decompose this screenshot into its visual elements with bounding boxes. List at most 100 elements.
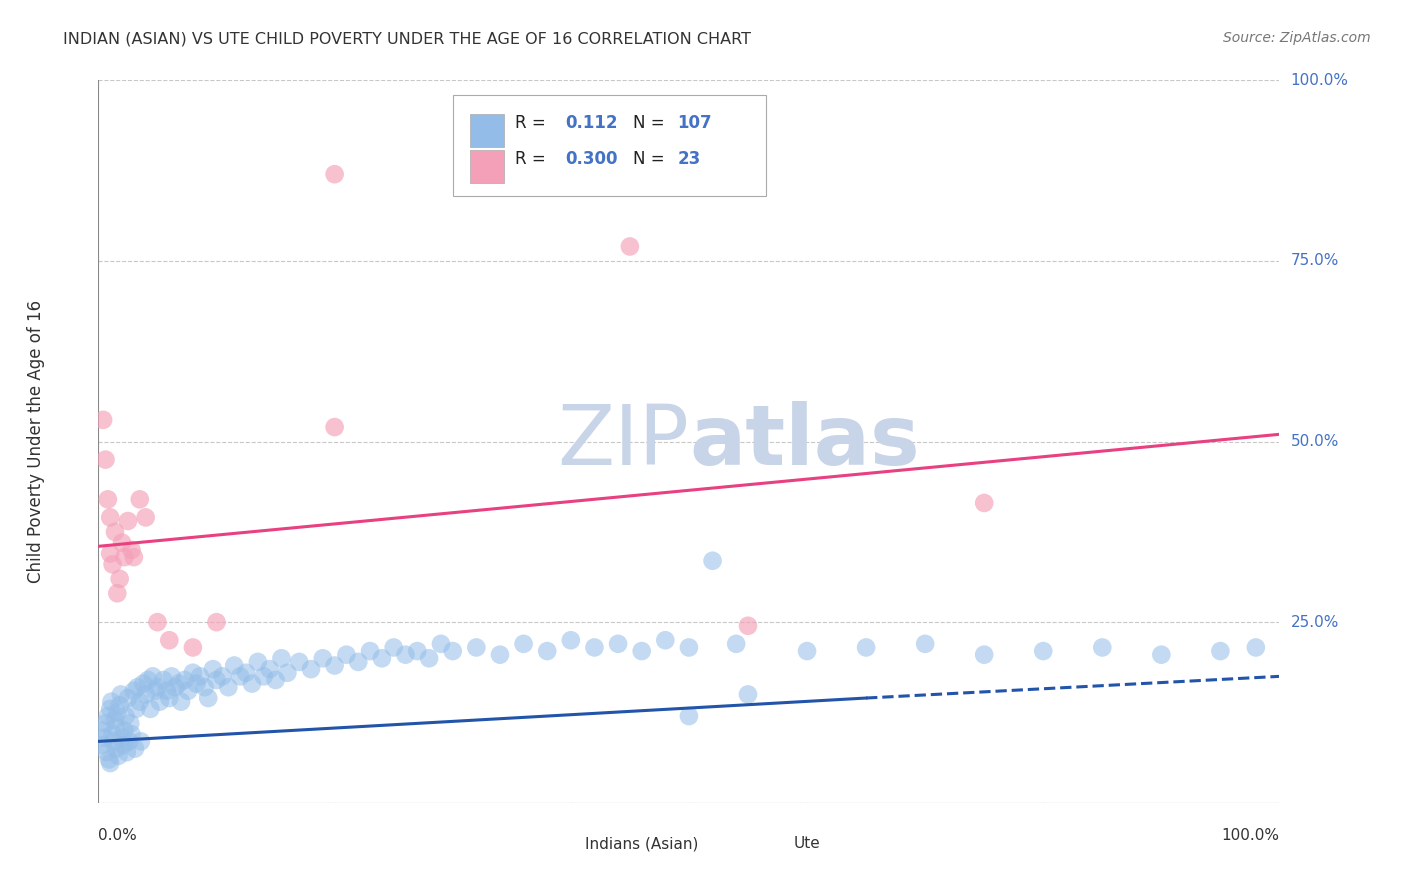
Point [654,633,676,648]
Text: Indians (Asian): Indians (Asian) [585,837,699,852]
Point [107,748,129,763]
Point [104,524,127,539]
Point [489,648,512,662]
Point [702,554,724,568]
Point [101,558,124,572]
Point [855,640,877,655]
Point [94,452,117,467]
Point [678,640,700,655]
Point [181,665,204,680]
Point [157,633,180,648]
Point [217,680,239,694]
Text: Ute: Ute [794,837,821,852]
Point [583,640,606,655]
Point [796,644,818,658]
Point [1150,648,1173,662]
Point [406,644,429,658]
Point [111,535,134,549]
Point [188,669,211,683]
Point [359,644,381,658]
Point [299,662,322,676]
Point [418,651,440,665]
Point [512,637,534,651]
Point [630,644,652,658]
Text: Source: ZipAtlas.com: Source: ZipAtlas.com [1223,31,1371,45]
Point [112,550,135,565]
Point [725,637,748,651]
Text: 50.0%: 50.0% [1291,434,1339,449]
Point [149,695,172,709]
Point [94,716,117,731]
FancyBboxPatch shape [453,95,766,196]
Point [264,673,287,687]
Point [224,658,246,673]
Point [93,731,115,745]
Text: 23: 23 [678,150,700,168]
Point [91,413,114,427]
Point [211,669,233,683]
Point [973,496,995,510]
Point [98,547,121,561]
Point [139,702,162,716]
Point [1244,640,1267,655]
Text: 25.0%: 25.0% [1291,615,1339,630]
Point [135,510,157,524]
Point [201,662,224,676]
Point [465,640,488,655]
Point [737,687,759,701]
Point [323,167,346,181]
Point [146,615,169,630]
Point [276,665,298,680]
Point [1091,640,1114,655]
Point [98,756,121,770]
Point [619,239,641,253]
Point [186,676,208,690]
Text: 0.0%: 0.0% [98,828,138,843]
Point [160,669,183,683]
Point [117,691,139,706]
Point [112,723,135,738]
Point [253,669,276,683]
Point [132,676,155,690]
Point [129,734,152,748]
Text: 107: 107 [678,114,711,132]
Point [118,734,141,748]
Point [323,420,346,434]
Text: R =: R = [516,114,546,132]
Point [165,680,187,694]
Point [122,550,145,565]
Text: 100.0%: 100.0% [1291,73,1348,87]
Point [678,709,700,723]
Point [142,669,165,683]
Point [157,691,180,706]
Point [560,633,582,648]
Point [167,676,190,690]
Text: R =: R = [516,150,546,168]
Text: N =: N = [634,114,665,132]
Point [121,542,143,557]
Point [98,752,121,766]
Text: Child Poverty Under the Age of 16: Child Poverty Under the Age of 16 [27,300,45,583]
Point [246,655,269,669]
Point [91,723,114,738]
Point [96,745,118,759]
Point [240,676,263,690]
Point [156,683,179,698]
Point [128,492,150,507]
Point [128,695,150,709]
Point [229,669,252,683]
Point [235,665,257,680]
Point [146,680,169,694]
Point [103,734,125,748]
Point [288,655,311,669]
Point [98,510,121,524]
Text: INDIAN (ASIAN) VS UTE CHILD POVERTY UNDER THE AGE OF 16 CORRELATION CHART: INDIAN (ASIAN) VS UTE CHILD POVERTY UNDE… [63,31,751,46]
Point [111,731,134,745]
Point [112,738,135,752]
Point [441,644,464,658]
Point [347,655,370,669]
Point [270,651,292,665]
Point [117,514,139,528]
Point [177,683,200,698]
Point [152,673,174,687]
